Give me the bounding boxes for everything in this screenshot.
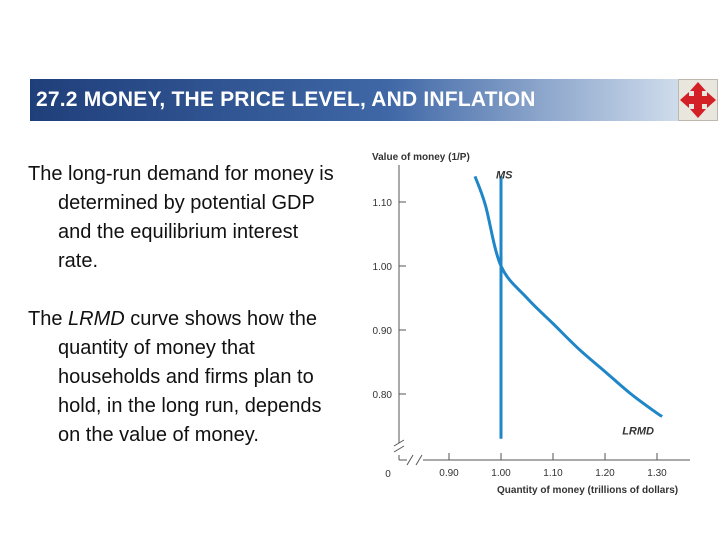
nav-arrows-graphic — [680, 82, 716, 118]
series-label-ms: MS — [496, 169, 513, 181]
paragraph-2-text: The LRMD curve shows how the quantity of… — [28, 305, 338, 450]
lrmd-term: LRMD — [68, 308, 125, 330]
x-tick-label: 1.30 — [647, 468, 667, 479]
x-axis-label: Quantity of money (trillions of dollars) — [497, 485, 678, 496]
four-arrows-navigation-icon[interactable] — [678, 79, 718, 121]
paragraph-lrmd-curve: The LRMD curve shows how the quantity of… — [28, 305, 338, 450]
y-tick-label: 0.80 — [373, 390, 393, 401]
y-tick-label: 0.90 — [373, 326, 393, 337]
paragraph-2-prefix: The — [28, 308, 69, 330]
y-axis-break-mark — [393, 439, 405, 453]
x-tick-label: 1.20 — [595, 468, 615, 479]
paragraph-long-run-demand: The long-run demand for money is determi… — [28, 160, 338, 276]
x-tick-label: 1.10 — [543, 468, 563, 479]
slide-title: 27.2 MONEY, THE PRICE LEVEL, AND INFLATI… — [36, 88, 536, 111]
x-tick-label: 1.00 — [491, 468, 511, 479]
x-axis-break-mark — [406, 454, 423, 466]
x-tick-label: 0.90 — [439, 468, 459, 479]
series-line-lrmd — [473, 175, 663, 418]
paragraph-1-text: The long-run demand for money is determi… — [28, 163, 334, 272]
y-axis-label: Value of money (1/P) — [372, 152, 470, 163]
origin-label: 0 — [385, 469, 391, 480]
series-label-lrmd: LRMD — [622, 425, 654, 437]
paragraph-2-suffix: curve shows how the quantity of money th… — [58, 308, 322, 446]
title-bar — [30, 79, 678, 121]
y-tick-label: 1.10 — [373, 198, 393, 209]
y-tick-label: 1.00 — [373, 262, 393, 273]
